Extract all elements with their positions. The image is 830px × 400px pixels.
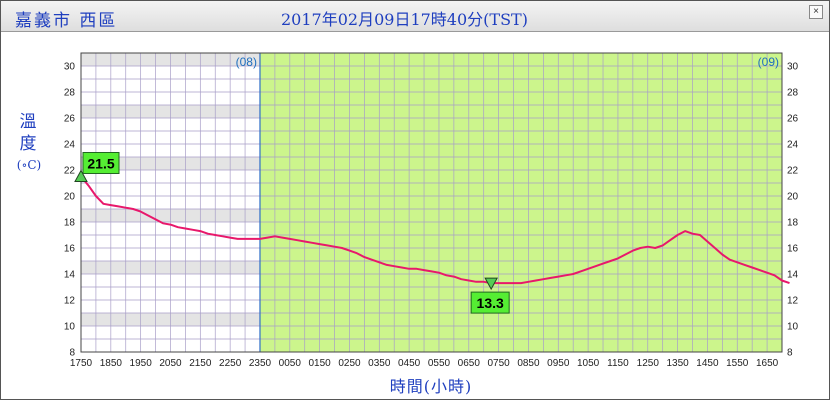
- y-tick-label-right: 16: [787, 244, 799, 255]
- y-tick-label-right: 14: [787, 270, 799, 281]
- y-tick-label-left: 10: [64, 322, 76, 333]
- station-name: 嘉義市 西區: [15, 11, 118, 31]
- x-tick-label: 1450: [696, 358, 719, 369]
- y-tick-label-right: 18: [787, 218, 799, 229]
- y-tick-label-left: 26: [64, 114, 76, 125]
- y-tick-label-left: 24: [64, 140, 76, 151]
- x-tick-label: 1550: [726, 358, 749, 369]
- x-tick-label: 0250: [338, 358, 361, 369]
- day-marker-label: (08): [236, 55, 257, 69]
- y-tick-label-left: 22: [64, 166, 76, 177]
- x-tick-label: 1050: [577, 358, 600, 369]
- max-callout-label: 21.5: [87, 156, 114, 172]
- x-tick-label: 1650: [756, 358, 779, 369]
- x-tick-label: 1150: [607, 358, 629, 369]
- x-tick-label: 0550: [428, 358, 451, 369]
- title-bar: 嘉義市 西區 2017年02月09日17時40分(TST) ×: [1, 1, 829, 32]
- x-tick-label: 2050: [159, 358, 182, 369]
- max-marker-icon: [74, 169, 88, 182]
- y-tick-label-left: 30: [64, 62, 76, 73]
- y-tick-label-right: 26: [787, 114, 799, 125]
- x-tick-label: 0750: [487, 358, 510, 369]
- x-tick-label: 0650: [458, 358, 481, 369]
- y-tick-label-right: 24: [787, 140, 799, 151]
- x-tick-label: 0850: [517, 358, 540, 369]
- x-tick-label: 1750: [70, 358, 93, 369]
- y-tick-label-right: 10: [787, 322, 799, 333]
- y-tick-label-left: 28: [64, 88, 76, 99]
- x-tick-label: 2150: [189, 358, 212, 369]
- observation-time: 2017年02月09日17時40分(TST): [281, 10, 528, 29]
- y-axis-label: 溫 度: [13, 111, 43, 155]
- y-tick-label-right: 20: [787, 192, 799, 203]
- y-tick-label-left: 12: [64, 296, 76, 307]
- x-axis-label: 時間(小時): [389, 377, 473, 396]
- max-callout-box: [82, 152, 120, 174]
- y-tick-label-left: 18: [64, 218, 76, 229]
- x-tick-label: 0950: [547, 358, 570, 369]
- close-icon[interactable]: ×: [809, 5, 823, 19]
- plot-border: [80, 52, 783, 353]
- x-tick-label: 0450: [398, 358, 421, 369]
- y-tick-label-left: 16: [64, 244, 76, 255]
- x-tick-label: 1950: [130, 358, 153, 369]
- x-tick-label: 2350: [249, 358, 272, 369]
- y-tick-label-left: 20: [64, 192, 76, 203]
- y-tick-label-right: 22: [787, 166, 799, 177]
- day2-background: [259, 53, 782, 352]
- min-marker-icon: [484, 277, 499, 291]
- x-tick-label: 0150: [309, 358, 332, 369]
- x-tick-label: 1350: [666, 358, 689, 369]
- y-tick-label-left: 14: [64, 270, 76, 281]
- y-axis-unit: (∘C): [16, 158, 42, 172]
- y-tick-label-right: 8: [787, 348, 793, 359]
- min-callout-box: [470, 291, 510, 314]
- x-tick-label: 0050: [279, 358, 302, 369]
- y-tick-label-left: 8: [69, 348, 75, 359]
- y-axis-label-line1: 溫: [19, 112, 37, 132]
- x-tick-label: 2250: [219, 358, 242, 369]
- y-tick-label-right: 12: [787, 296, 799, 307]
- x-tick-label: 0350: [368, 358, 391, 369]
- temperature-series-line: [80, 175, 790, 285]
- x-tick-label: 1850: [100, 358, 123, 369]
- min-callout-label: 13.3: [477, 295, 504, 311]
- y-tick-label-right: 30: [787, 62, 799, 73]
- x-tick-label: 1250: [637, 358, 660, 369]
- y-axis-label-line2: 度: [19, 134, 37, 154]
- y-tick-label-right: 28: [787, 88, 799, 99]
- day-marker-label: (09): [758, 55, 779, 69]
